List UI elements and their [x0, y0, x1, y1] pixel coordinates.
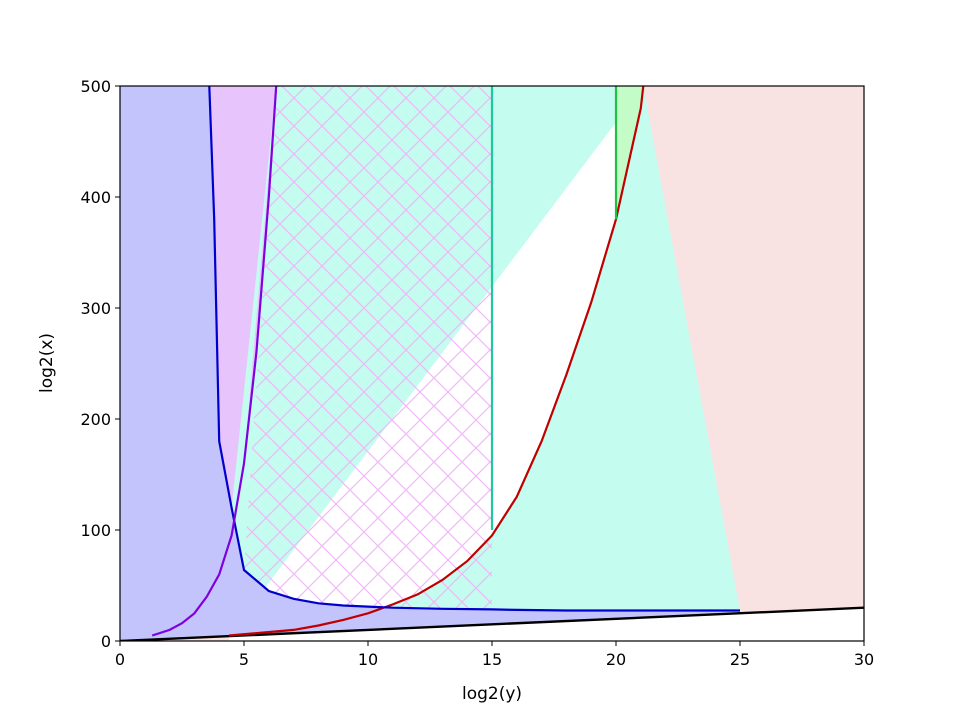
x-tick-label: 15	[482, 650, 502, 669]
y-tick-label: 200	[80, 410, 111, 429]
y-tick-label: 500	[80, 77, 111, 96]
series-line-1	[229, 86, 645, 637]
y-tick-label: 100	[80, 521, 111, 540]
x-tick-label: 5	[239, 650, 249, 669]
y-axis-label: log2(x)	[37, 333, 57, 393]
x-tick-label: 10	[358, 650, 378, 669]
y-tick-label: 400	[80, 188, 111, 207]
x-tick-label: 20	[606, 650, 626, 669]
region-blue	[120, 86, 740, 641]
series-line-0	[120, 606, 864, 641]
x-tick-label: 30	[854, 650, 874, 669]
x-axis-label: log2(y)	[462, 684, 522, 704]
series-line-3	[151, 86, 278, 637]
region-hatch	[244, 86, 492, 610]
y-tick-label: 300	[80, 299, 111, 318]
series-layer	[120, 86, 864, 641]
region-violet	[209, 86, 277, 508]
x-tick-label: 25	[730, 650, 750, 669]
y-tick-label: 0	[101, 632, 111, 651]
series-line-2	[208, 86, 740, 612]
x-tick-label: 0	[115, 650, 125, 669]
